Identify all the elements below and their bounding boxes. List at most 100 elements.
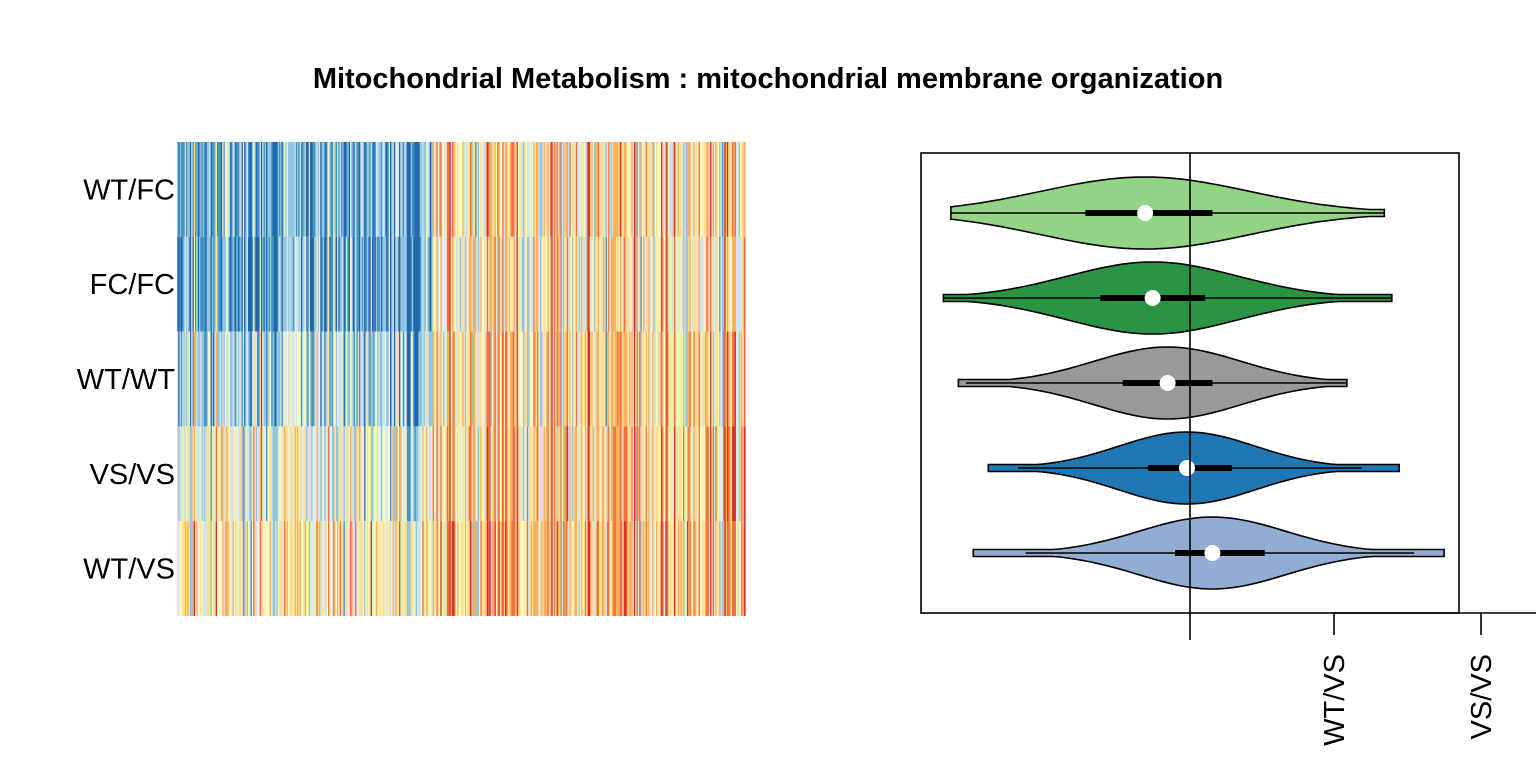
heatmap-cell <box>401 521 404 616</box>
heatmap-cell <box>236 426 239 522</box>
heatmap-cell <box>695 331 698 427</box>
heatmap-cell <box>542 521 545 616</box>
heatmap-cell <box>299 331 302 427</box>
heatmap-cell <box>410 521 413 616</box>
heatmap-cell <box>360 331 363 427</box>
heatmap-cell <box>388 426 391 522</box>
heatmap-cell <box>399 521 401 616</box>
heatmap-cell <box>286 521 289 616</box>
heatmap-cell <box>202 331 205 427</box>
heatmap-cell <box>257 521 259 616</box>
heatmap-cell <box>516 331 519 427</box>
heatmap-cell <box>499 521 502 616</box>
heatmap-cell <box>532 426 534 522</box>
heatmap-cell <box>442 236 445 332</box>
heatmap-cell <box>475 142 478 237</box>
heatmap-cell <box>581 331 583 427</box>
heatmap-cell <box>328 426 330 522</box>
heatmap-cell <box>204 236 206 332</box>
heatmap-cell <box>267 142 270 237</box>
heatmap-cell <box>515 142 518 237</box>
heatmap-cell <box>435 142 438 237</box>
heatmap-cell <box>206 521 209 616</box>
heatmap-cell <box>293 236 296 332</box>
heatmap-cell <box>507 521 510 616</box>
heatmap-cell <box>235 331 237 427</box>
heatmap-cell <box>570 236 573 332</box>
heatmap-cell <box>440 142 443 237</box>
heatmap-cell <box>413 236 416 332</box>
heatmap-cell <box>693 142 696 237</box>
heatmap-cell <box>539 426 542 522</box>
heatmap-cell <box>674 521 676 616</box>
heatmap-cell <box>432 331 435 427</box>
heatmap-cell <box>621 426 623 522</box>
heatmap-cell <box>414 236 417 332</box>
heatmap-cell <box>272 521 275 616</box>
heatmap-cell <box>319 426 321 522</box>
heatmap-cell <box>742 521 745 616</box>
heatmap-cell <box>714 142 716 237</box>
heatmap-cell <box>593 331 596 427</box>
heatmap-cell <box>451 142 454 237</box>
heatmap-cell <box>290 142 293 237</box>
heatmap-cell <box>368 521 370 616</box>
heatmap-cell <box>614 142 617 237</box>
heatmap-cell <box>615 521 618 616</box>
heatmap-cell <box>273 426 276 522</box>
heatmap-cell <box>303 521 306 616</box>
heatmap-cell <box>551 521 554 616</box>
heatmap-cell <box>508 236 511 332</box>
heatmap-cell <box>410 331 413 427</box>
heatmap-cell <box>701 236 703 332</box>
heatmap-cell <box>195 236 197 332</box>
heatmap-cell <box>302 142 305 237</box>
heatmap-cell <box>288 331 290 427</box>
heatmap-cell <box>229 331 232 427</box>
heatmap-cell <box>218 521 221 616</box>
heatmap-cell <box>533 331 536 427</box>
heatmap-cell <box>441 521 444 616</box>
heatmap-cell <box>613 521 616 616</box>
heatmap-cell <box>311 426 314 522</box>
heatmap-cell <box>564 236 567 332</box>
heatmap-cell <box>590 331 592 427</box>
heatmap-cell <box>322 521 325 616</box>
heatmap-cell <box>522 426 525 522</box>
heatmap-cell <box>401 331 404 427</box>
heatmap-cell <box>366 426 369 522</box>
heatmap-cell <box>733 142 736 237</box>
heatmap-cell <box>596 521 599 616</box>
heatmap-cell <box>491 331 494 427</box>
heatmap-cell <box>308 142 311 237</box>
heatmap-cell <box>579 142 582 237</box>
heatmap-cell <box>205 236 208 332</box>
heatmap-cell <box>650 236 653 332</box>
heatmap-cell <box>409 521 412 616</box>
heatmap-cell <box>491 142 494 237</box>
heatmap-cell <box>414 142 417 237</box>
heatmap-cell <box>701 521 703 616</box>
heatmap-cell <box>197 426 200 522</box>
heatmap-cell <box>312 426 315 522</box>
heatmap-cell <box>343 236 346 332</box>
heatmap-cell <box>266 426 268 522</box>
heatmap-cell <box>387 521 390 616</box>
heatmap-cell <box>491 236 494 332</box>
heatmap-cell <box>396 236 399 332</box>
heatmap-cell <box>281 426 284 522</box>
heatmap-cell <box>577 426 580 522</box>
heatmap-cell <box>535 142 538 237</box>
heatmap-cell <box>202 426 205 522</box>
heatmap-cell <box>232 426 235 522</box>
heatmap-cell <box>299 521 302 616</box>
heatmap-cell <box>535 236 538 332</box>
heatmap-cell <box>482 331 485 427</box>
heatmap-cell <box>584 142 587 237</box>
heatmap-cell <box>501 331 503 427</box>
heatmap-cell <box>324 426 327 522</box>
heatmap-cell <box>178 426 181 522</box>
heatmap-cell <box>507 331 510 427</box>
heatmap-cell <box>486 142 489 237</box>
heatmap-cell <box>326 426 329 522</box>
